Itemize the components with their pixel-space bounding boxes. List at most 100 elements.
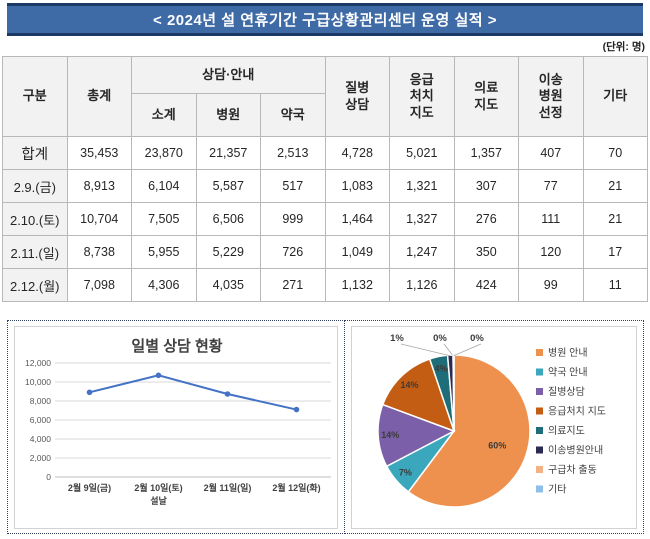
slice-pct-label: 14% — [381, 430, 399, 440]
table-row: 2.10.(토) 10,704 7,505 6,506 999 1,464 1,327 276… — [2, 202, 648, 236]
legend-item-label: 의료지도 — [548, 425, 585, 437]
slice-pct-label: 14% — [401, 380, 419, 390]
table-cell: 307 — [453, 169, 519, 203]
table-cell: 8,738 — [66, 235, 132, 269]
table-cell: 517 — [260, 169, 326, 203]
x-tick-sublabel: 설날 — [150, 495, 167, 506]
table-cell: 21 — [582, 202, 648, 236]
header-firstaid: 응급 처치 지도 — [389, 56, 455, 137]
header-subtotal: 소계 — [131, 93, 197, 137]
slice-pct-label: 7% — [399, 467, 412, 477]
table-cell: 5,955 — [131, 235, 197, 269]
x-tick-label: 2월 11일(일) — [204, 482, 252, 493]
table-row: 합계 35,453 23,870 21,357 2,513 4,728 5,021 1,357… — [2, 136, 648, 170]
legend-swatch — [536, 388, 543, 395]
header-gubun: 구분 — [2, 56, 68, 137]
header-hospital: 병원 — [195, 93, 261, 137]
table-cell: 10,704 — [66, 202, 132, 236]
table-cell: 4,035 — [195, 268, 261, 302]
table-cell: 17 — [582, 235, 648, 269]
legend-item-label: 구급차 출동 — [548, 464, 597, 476]
x-tick-label: 2월 9일(금) — [68, 482, 111, 493]
legend-swatch — [536, 446, 543, 454]
table-cell: 35,453 — [66, 136, 132, 170]
row-label: 2.10.(토) — [2, 202, 68, 236]
header-etc: 기타 — [582, 56, 648, 137]
y-tick-label: 10,000 — [25, 377, 51, 387]
table-cell: 999 — [260, 202, 326, 236]
header-total: 총계 — [66, 56, 132, 137]
pie-slice — [407, 354, 531, 508]
pie-slice — [381, 358, 456, 433]
table-cell: 11 — [582, 268, 648, 302]
table-cell: 6,104 — [131, 169, 197, 203]
table-cell: 1,327 — [389, 202, 455, 236]
slice-pct-label: 4% — [435, 363, 448, 373]
legend-swatch — [536, 466, 543, 473]
y-tick-label: 6,000 — [30, 415, 52, 425]
header-medical: 의료 지도 — [453, 56, 519, 137]
data-point — [224, 391, 231, 397]
table-cell: 6,506 — [195, 202, 261, 236]
table-cell: 77 — [518, 169, 584, 203]
table-cell: 726 — [260, 235, 326, 269]
row-label: 2.12.(월) — [2, 268, 68, 302]
stats-table: 구분 총계 상담·안내 질병 상담 응급 처치 지도 의료 지도 이송 병원 선… — [2, 56, 648, 302]
y-tick-label: 8,000 — [30, 396, 52, 406]
header-pharmacy: 약국 — [260, 93, 326, 137]
data-point — [86, 389, 93, 396]
table-cell: 5,021 — [389, 136, 455, 170]
row-label: 2.9.(금) — [2, 169, 68, 203]
legend-item-label: 응급처치 지도 — [548, 406, 606, 418]
table-cell: 8,913 — [66, 169, 132, 203]
leader-line — [400, 343, 451, 357]
table-cell: 120 — [518, 235, 584, 269]
daily-line-chart-svg: 일별 상담 현황 0 2,000 4,000 6,000 8,000 10,000 12,00… — [25, 337, 331, 506]
daily-line-chart-panel: 일별 상담 현황 0 2,000 4,000 6,000 8,000 10,000 12,00… — [7, 320, 345, 534]
data-point — [155, 372, 162, 379]
y-tick-label: 0 — [46, 472, 51, 482]
table-cell: 1,132 — [324, 268, 390, 302]
table-cell: 7,505 — [131, 202, 197, 236]
legend-item-label: 이송병원안내 — [548, 445, 603, 457]
y-tick-label: 12,000 — [25, 358, 51, 368]
title-banner: < 2024년 설 연휴기간 구급상황관리센터 운영 실적 > — [7, 3, 643, 36]
pie-slice — [452, 354, 455, 432]
table-cell: 1,247 — [389, 235, 455, 269]
slice-pct-callout: 1% — [390, 333, 404, 344]
table-cell: 21 — [582, 169, 648, 203]
table-cell: 1,464 — [324, 202, 390, 236]
table-cell: 1,357 — [453, 136, 519, 170]
y-tick-label: 4,000 — [30, 434, 52, 444]
leader-line — [443, 343, 454, 357]
slice-pct-callout: 0% — [433, 333, 447, 344]
table-cell: 4,728 — [324, 136, 390, 170]
table-cell: 1,126 — [389, 268, 455, 302]
table-cell: 99 — [518, 268, 584, 302]
leader-line — [453, 343, 482, 357]
table-cell: 407 — [518, 136, 584, 170]
page-title: < 2024년 설 연휴기간 구급상황관리센터 운영 실적 > — [153, 12, 497, 29]
header-transfer: 이송 병원 선정 — [518, 56, 584, 137]
unit-note: (단위: 명) — [602, 41, 645, 53]
row-label: 2.11.(일) — [2, 235, 68, 269]
table-row: 2.11.(일) 8,738 5,955 5,229 726 1,049 1,247 350 1… — [2, 235, 648, 269]
header-disease: 질병 상담 — [324, 56, 390, 137]
table-cell: 2,513 — [260, 136, 326, 170]
table-cell: 1,321 — [389, 169, 455, 203]
legend-item-label: 병원 안내 — [548, 347, 588, 359]
table-cell: 5,229 — [195, 235, 261, 269]
legend-item-label: 기타 — [548, 484, 566, 496]
table-cell: 70 — [582, 136, 648, 170]
table-cell: 111 — [518, 202, 584, 236]
legend-swatch — [536, 427, 543, 434]
slice-pct-callout: 0% — [470, 333, 484, 344]
table-cell: 1,049 — [324, 235, 390, 269]
row-label: 합계 — [2, 136, 68, 170]
table-cell: 21,357 — [195, 136, 261, 170]
charts-region: 일별 상담 현황 0 2,000 4,000 6,000 8,000 10,000 12,00… — [7, 320, 644, 534]
category-pie-chart-svg: 60% 병원 안내 7% 약국 안내 14% 질병상담 14% 응급처치 지도 4% 의료지도 1%… — [377, 333, 606, 508]
legend-item-label: 약국 안내 — [548, 367, 588, 379]
table-cell: 1,083 — [324, 169, 390, 203]
table-cell: 424 — [453, 268, 519, 302]
